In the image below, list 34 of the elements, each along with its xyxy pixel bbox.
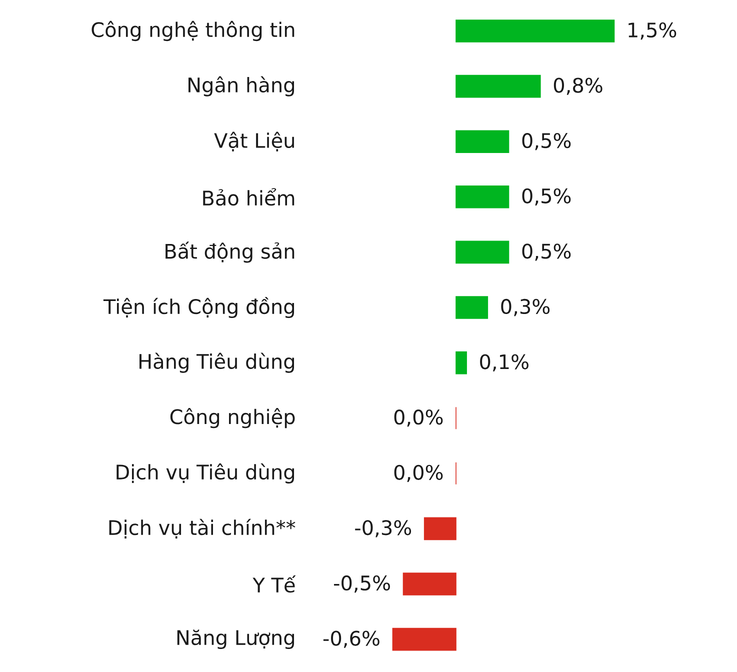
bar xyxy=(402,572,456,596)
data-label: -0,3% xyxy=(355,520,412,538)
data-label: 0,0% xyxy=(394,464,443,482)
data-label: 1,5% xyxy=(628,22,676,40)
bar xyxy=(424,517,456,540)
y-tick-label: Dịch vụ Tiêu dùng xyxy=(116,463,294,484)
y-tick-label: Bất động sản xyxy=(166,242,294,263)
bar xyxy=(392,628,456,651)
bar xyxy=(456,74,541,98)
bar xyxy=(456,186,510,208)
bar xyxy=(456,20,615,42)
data-label: -0,6% xyxy=(323,630,380,648)
y-tick-label: Bảo hiểm xyxy=(203,188,294,206)
y-tick-label: Công nghệ thông tin xyxy=(92,20,294,42)
data-label: 0,1% xyxy=(480,354,528,372)
data-label: 0,5% xyxy=(522,133,571,150)
data-label: 0,0% xyxy=(394,410,443,427)
bar xyxy=(456,296,488,319)
data-label: 0,5% xyxy=(522,244,571,261)
y-tick-label: Ngân hàng xyxy=(188,76,294,96)
y-tick-label: Dịch vụ tài chính** xyxy=(109,518,296,539)
bar xyxy=(456,240,510,264)
y-tick-label: Công nghiệp xyxy=(170,408,295,428)
data-label: -0,5% xyxy=(334,575,390,593)
data-label: 0,3% xyxy=(501,298,550,316)
bar xyxy=(456,130,510,153)
bar xyxy=(456,351,467,374)
data-label: 0,8% xyxy=(554,78,602,95)
y-tick-label: Năng Lượng xyxy=(177,630,294,650)
y-tick-label: Tiện ích Cộng đồng xyxy=(103,296,294,318)
y-tick-label: Hàng Tiêu dùng xyxy=(140,352,294,373)
y-tick-label: Y Tế xyxy=(252,575,296,593)
data-label: 0,5% xyxy=(522,188,571,206)
y-tick-label: Vật Liệu xyxy=(214,132,294,152)
